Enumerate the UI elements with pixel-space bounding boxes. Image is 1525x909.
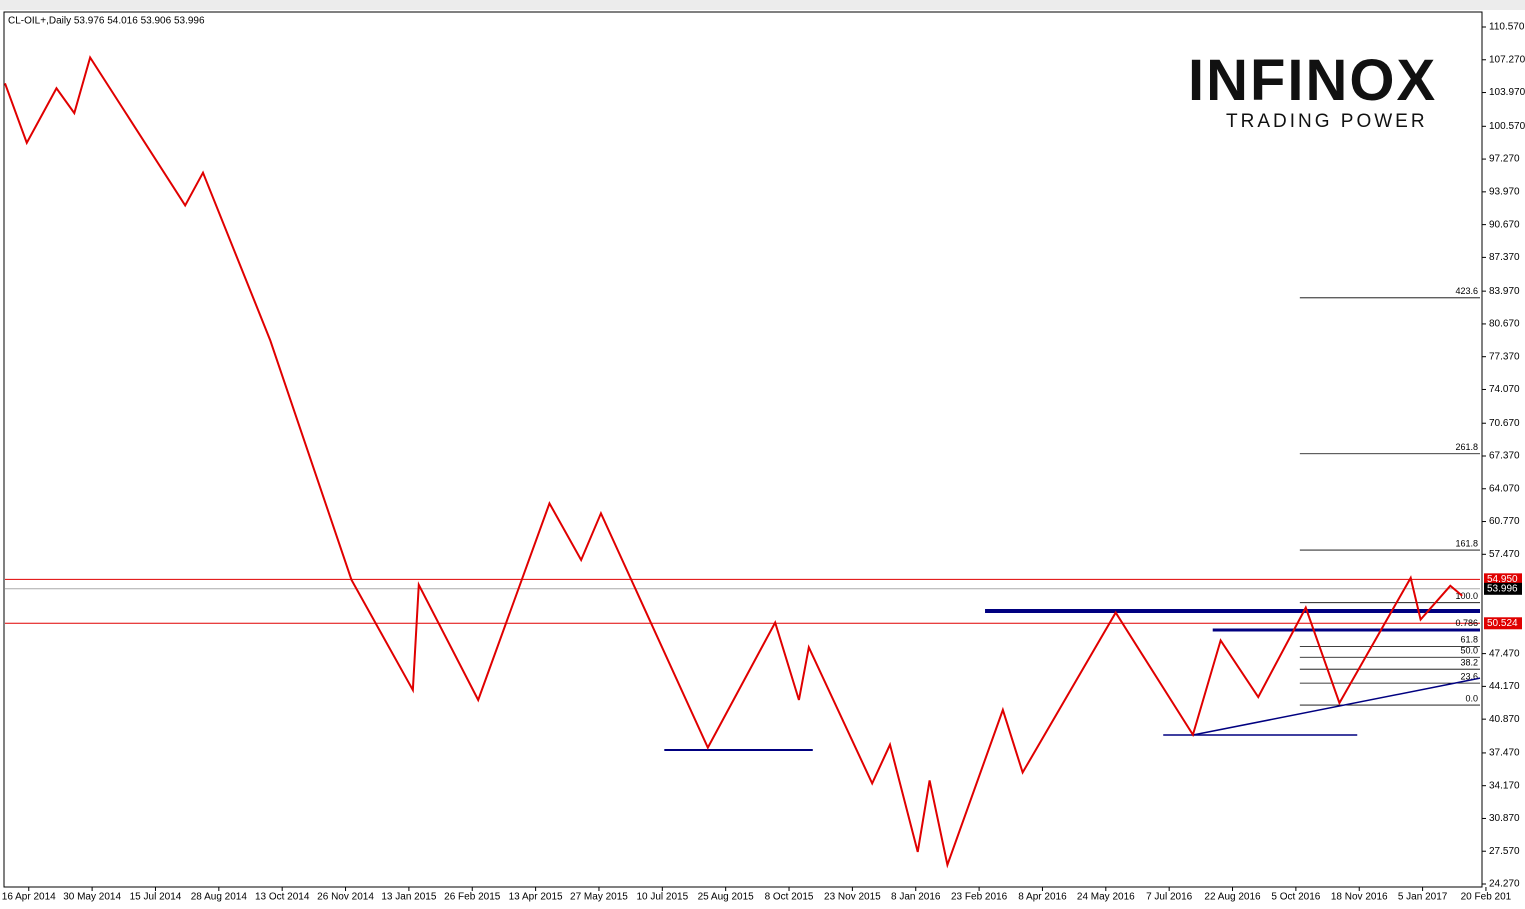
fib-label: 23.6 [1460,671,1478,681]
y-tick-label: 27.570 [1489,846,1520,857]
y-tick-label: 87.370 [1489,252,1520,263]
y-tick-label: 90.670 [1489,219,1520,230]
x-tick-label: 16 Apr 2014 [2,892,56,903]
x-tick-label: 5 Jan 2017 [1398,892,1448,903]
price-tag-label: 53.996 [1487,583,1518,594]
trendline [1192,677,1481,736]
x-tick-label: 13 Oct 2014 [255,892,310,903]
chart-title: CL-OIL+,Daily 53.976 54.016 53.906 53.99… [8,16,205,27]
y-tick-label: 64.070 [1489,483,1520,494]
x-tick-label: 13 Apr 2015 [509,892,563,903]
y-tick-label: 40.870 [1489,714,1520,725]
price-tag-label: 50.524 [1487,618,1518,629]
y-tick-label: 83.970 [1489,286,1520,297]
x-tick-label: 23 Nov 2015 [824,892,881,903]
x-tick-label: 8 Apr 2016 [1018,892,1067,903]
x-tick-label: 22 Aug 2016 [1204,892,1261,903]
tagline: TRADING POWER [1226,111,1428,132]
y-tick-label: 34.170 [1489,780,1520,791]
zigzag-line [4,55,1463,869]
y-tick-label: 30.870 [1489,813,1520,824]
y-tick-label: 60.770 [1489,516,1520,527]
x-tick-label: 26 Feb 2015 [444,892,501,903]
y-tick-label: 37.470 [1489,748,1520,759]
y-tick-label: 103.970 [1489,87,1525,98]
y-tick-label: 100.570 [1489,121,1525,132]
y-tick-label: 57.470 [1489,549,1520,560]
fib-label: 423.6 [1455,286,1478,296]
fib-label: 0.786 [1455,618,1478,628]
y-tick-label: 47.470 [1489,648,1520,659]
fib-label: 0.0 [1465,693,1478,703]
y-tick-label: 110.570 [1489,22,1525,33]
y-tick-label: 67.370 [1489,451,1520,462]
x-tick-label: 23 Feb 2016 [951,892,1008,903]
plot-frame [3,11,1483,888]
fib-label: 261.8 [1455,442,1478,452]
x-tick-label: 13 Jan 2015 [381,892,436,903]
x-tick-label: 8 Oct 2015 [765,892,814,903]
y-tick-label: 93.970 [1489,186,1520,197]
fib-label: 38.2 [1460,658,1478,668]
fib-label: 100.0 [1455,591,1478,601]
fib-label: 161.8 [1455,538,1478,548]
x-tick-label: 24 May 2016 [1077,892,1135,903]
fib-label: 61.8 [1460,635,1478,645]
x-tick-label: 15 Jul 2014 [130,892,182,903]
x-tick-label: 27 May 2015 [570,892,628,903]
y-tick-label: 97.270 [1489,154,1520,165]
fib-label: 50.0 [1460,646,1478,656]
x-tick-label: 20 Feb 201 [1461,892,1512,903]
x-tick-label: 18 Nov 2016 [1331,892,1388,903]
x-tick-label: 8 Jan 2016 [891,892,941,903]
y-tick-label: 107.270 [1489,54,1525,65]
x-tick-label: 5 Oct 2016 [1271,892,1320,903]
price-tag [1484,582,1522,595]
y-tick-label: 70.670 [1489,418,1520,429]
brand: INFINOX [1188,48,1437,113]
y-tick-label: 24.270 [1489,879,1520,890]
y-tick-label: 77.370 [1489,351,1520,362]
toolbar [0,0,1525,10]
x-tick-label: 25 Aug 2015 [698,892,755,903]
price-tag [1484,617,1522,630]
x-tick-label: 30 May 2014 [63,892,121,903]
x-tick-label: 28 Aug 2014 [191,892,248,903]
x-tick-label: 7 Jul 2016 [1146,892,1193,903]
x-tick-label: 26 Nov 2014 [317,892,374,903]
price-tag-label: 54.950 [1487,574,1518,585]
y-tick-label: 80.670 [1489,319,1520,330]
y-tick-label: 74.070 [1489,384,1520,395]
price-tag [1484,573,1522,586]
x-tick-label: 10 Jul 2015 [636,892,688,903]
y-tick-label: 44.170 [1489,681,1520,692]
